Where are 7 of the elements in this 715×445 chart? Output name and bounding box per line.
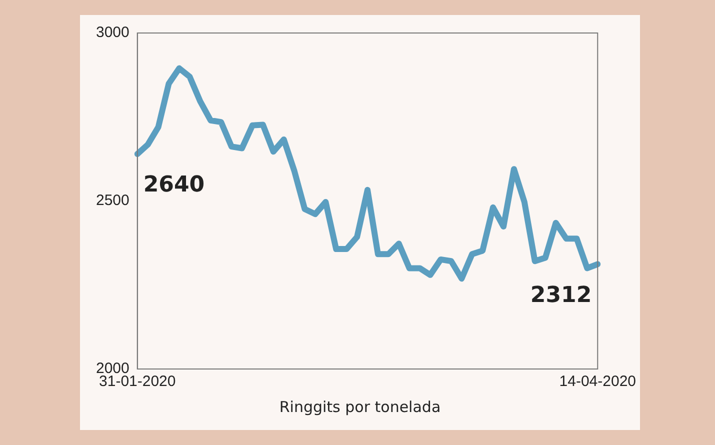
annotation: 2640: [143, 172, 205, 198]
y-tick-label: 2500: [96, 192, 130, 210]
y-tick-label: 3000: [96, 24, 130, 42]
x-tick-label: 14-04-2020: [559, 373, 636, 390]
annotation: 2312: [530, 282, 592, 308]
x-tick-label: 31-01-2020: [99, 373, 176, 390]
x-axis-title: Ringgits por tonelada: [278, 398, 442, 416]
